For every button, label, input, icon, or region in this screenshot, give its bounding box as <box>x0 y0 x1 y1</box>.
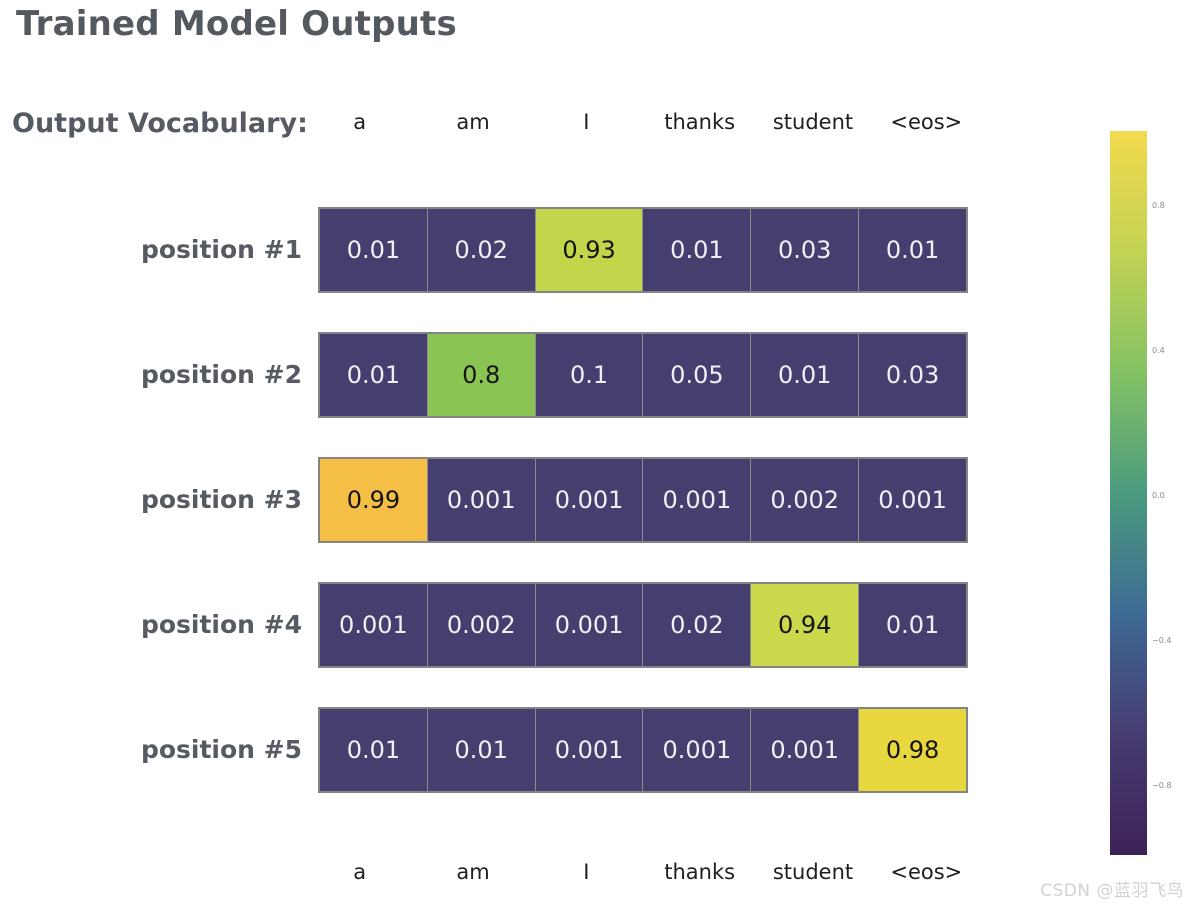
heatmap-cell: 0.1 <box>534 334 643 416</box>
heatmap-row-position-1: 0.01 0.02 0.93 0.01 0.03 0.01 <box>318 207 968 293</box>
heatmap-cell: 0.03 <box>750 209 859 291</box>
heatmap-row-position-2: 0.01 0.8 0.1 0.05 0.01 0.03 <box>318 332 968 418</box>
row-label-position-1: position #1 <box>140 235 302 264</box>
vocabulary-footer-row: a am I thanks student <eos> <box>303 860 983 884</box>
vocab-header-thanks: thanks <box>664 110 736 134</box>
vocab-header-am: am <box>456 110 490 134</box>
vocab-footer-eos: <eos> <box>890 860 963 884</box>
vocabulary-header-row: a am I thanks student <eos> <box>303 110 983 134</box>
vocab-footer-student: student <box>772 860 854 884</box>
heatmap-row-position-3: 0.99 0.001 0.001 0.001 0.002 0.001 <box>318 457 968 543</box>
heatmap-cell-highlight: 0.8 <box>426 334 535 416</box>
heatmap-cell-highlight: 0.99 <box>320 459 427 541</box>
heatmap-cell: 0.01 <box>858 584 966 666</box>
vocab-header-student: student <box>772 110 854 134</box>
heatmap-cell: 0.01 <box>426 709 535 791</box>
heatmap-cell: 0.001 <box>534 709 643 791</box>
colorbar-tick: 0.8 <box>1152 201 1165 210</box>
heatmap-cell: 0.001 <box>858 459 966 541</box>
vocab-footer-i: I <box>583 860 590 884</box>
heatmap-cell: 0.001 <box>534 459 643 541</box>
heatmap-cell: 0.01 <box>320 209 427 291</box>
heatmap-cell: 0.01 <box>320 709 427 791</box>
csdn-watermark: CSDN @蓝羽飞鸟 <box>1040 881 1184 901</box>
colorbar-tick: 0.0 <box>1152 491 1165 500</box>
heatmap-cell: 0.002 <box>426 584 535 666</box>
heatmap-row-position-5: 0.01 0.01 0.001 0.001 0.001 0.98 <box>318 707 968 793</box>
vocab-header-a: a <box>353 110 367 134</box>
page-title: Trained Model Outputs <box>16 4 457 44</box>
heatmap-row-position-4: 0.001 0.002 0.001 0.02 0.94 0.01 <box>318 582 968 668</box>
heatmap-cell: 0.01 <box>642 209 751 291</box>
heatmap-cell: 0.02 <box>642 584 751 666</box>
heatmap-cell: 0.05 <box>642 334 751 416</box>
heatmap-cell-highlight: 0.93 <box>534 209 643 291</box>
row-label-position-5: position #5 <box>140 735 302 764</box>
vocab-footer-a: a <box>353 860 367 884</box>
heatmap-cell: 0.001 <box>320 584 427 666</box>
heatmap-cell-highlight: 0.98 <box>858 709 966 791</box>
heatmap-cell: 0.01 <box>320 334 427 416</box>
heatmap-cell: 0.002 <box>750 459 859 541</box>
heatmap-cell: 0.01 <box>858 209 966 291</box>
output-vocabulary-label: Output Vocabulary: <box>12 108 308 139</box>
heatmap-cell: 0.001 <box>642 459 751 541</box>
colorbar-gradient <box>1110 131 1147 855</box>
colorbar-tick: −0.4 <box>1152 636 1172 645</box>
heatmap-cell: 0.001 <box>534 584 643 666</box>
row-label-position-2: position #2 <box>140 360 302 389</box>
heatmap-cell: 0.001 <box>750 709 859 791</box>
row-label-position-4: position #4 <box>140 610 302 639</box>
vocab-header-i: I <box>583 110 590 134</box>
heatmap-cell: 0.01 <box>750 334 859 416</box>
vocab-footer-thanks: thanks <box>664 860 736 884</box>
heatmap-cell: 0.001 <box>642 709 751 791</box>
heatmap-cell-highlight: 0.94 <box>750 584 859 666</box>
heatmap-cell: 0.02 <box>426 209 535 291</box>
heatmap-cell: 0.03 <box>858 334 966 416</box>
colorbar-tick: −0.8 <box>1152 781 1172 790</box>
vocab-footer-am: am <box>456 860 490 884</box>
row-label-position-3: position #3 <box>140 485 302 514</box>
colorbar-tick: 0.4 <box>1152 346 1165 355</box>
heatmap-cell: 0.001 <box>426 459 535 541</box>
vocab-header-eos: <eos> <box>890 110 963 134</box>
